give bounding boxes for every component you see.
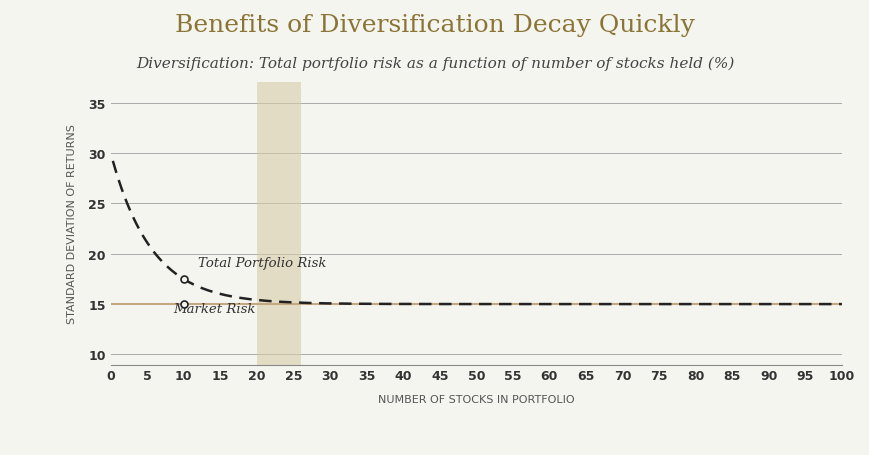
Text: Market Risk: Market Risk	[173, 303, 255, 315]
X-axis label: NUMBER OF STOCKS IN PORTFOLIO: NUMBER OF STOCKS IN PORTFOLIO	[377, 394, 574, 404]
Y-axis label: STANDARD DEVIATION OF RETURNS: STANDARD DEVIATION OF RETURNS	[67, 124, 77, 324]
Text: Benefits of Diversification Decay Quickly: Benefits of Diversification Decay Quickl…	[175, 14, 694, 36]
Text: Total Portfolio Risk: Total Portfolio Risk	[198, 256, 327, 269]
Bar	[256, 83, 301, 365]
Text: Diversification: Total portfolio risk as a function of number of stocks held (%): Diversification: Total portfolio risk as…	[136, 57, 733, 71]
